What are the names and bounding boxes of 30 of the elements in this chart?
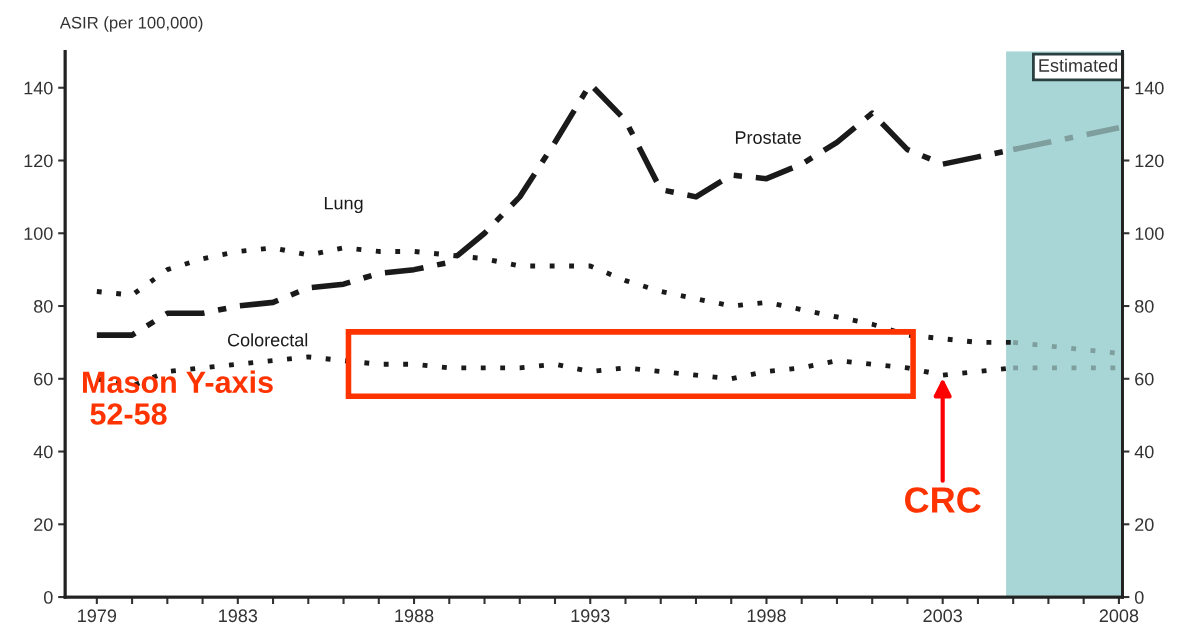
y2-tick-label: 20 — [1135, 518, 1154, 532]
y-tick-label: 140 — [24, 81, 53, 95]
y2-tick-label: 0 — [1134, 590, 1144, 604]
text: Lung — [324, 196, 363, 214]
series-label: Colorectal — [227, 333, 308, 347]
band-label: Estimated — [1039, 58, 1118, 72]
x-tick-label: 1979 — [78, 609, 117, 623]
x-tick-label: 1998 — [747, 609, 786, 623]
annotation: Mason Y-axis 52-58 — [83, 370, 273, 425]
y2-tick-label: 140 — [1135, 81, 1164, 95]
y-tick-label: 40 — [33, 445, 53, 459]
y2-tick-label: 40 — [1134, 445, 1154, 459]
x-tick-label: 1993 — [571, 609, 610, 623]
series-label: Prostate — [735, 131, 801, 144]
x-tick-label: 1983 — [219, 609, 258, 623]
y-tick-label: 20 — [34, 518, 53, 532]
x-tick-label: 2008 — [1099, 609, 1139, 623]
y2-tick-label: 120 — [1135, 154, 1164, 168]
y-tick-label: 100 — [24, 227, 53, 240]
y2-tick-label: 80 — [1135, 299, 1154, 313]
y2-tick-label: 60 — [1135, 372, 1154, 386]
y-axis-title: ASIR (per 100,000) — [59, 16, 203, 32]
y-tick-label: 120 — [24, 154, 53, 168]
x-tick-label: 2003 — [923, 609, 962, 623]
y-tick-label: 0 — [43, 590, 53, 604]
y-tick-label: 80 — [34, 299, 53, 313]
annotation: CRC — [905, 487, 981, 513]
x-tick-label: 1988 — [395, 609, 434, 623]
y2-tick-label: 100 — [1135, 227, 1164, 240]
y-tick-label: 60 — [34, 372, 53, 386]
